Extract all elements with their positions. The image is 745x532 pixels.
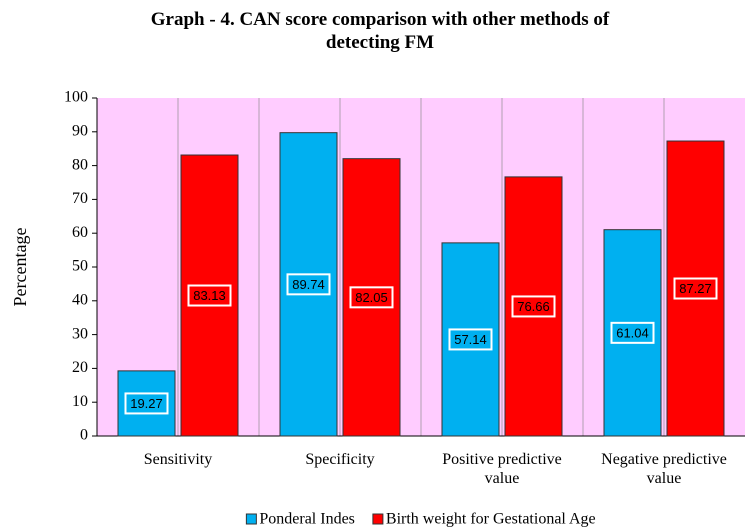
data-label: 61.04 bbox=[616, 325, 649, 340]
x-tick-label: Positive predictive value bbox=[442, 451, 562, 487]
y-tick-label: 100 bbox=[64, 89, 88, 106]
x-tick-label: Specificity bbox=[305, 451, 375, 468]
y-tick-label: 70 bbox=[72, 190, 88, 207]
y-tick-label: 10 bbox=[72, 393, 88, 410]
y-tick-label: 20 bbox=[72, 359, 88, 376]
data-label: 19.27 bbox=[130, 396, 163, 411]
y-tick-label: 80 bbox=[72, 156, 88, 173]
x-tick-label: Sensitivity bbox=[143, 451, 213, 468]
data-label: 57.14 bbox=[454, 332, 487, 347]
legend-swatch bbox=[245, 513, 257, 525]
legend-label: Birth weight for Gestational Age bbox=[386, 511, 596, 528]
y-tick-label: 90 bbox=[72, 122, 88, 139]
data-label-box bbox=[349, 286, 394, 309]
data-label: 83.13 bbox=[193, 288, 226, 303]
legend: Ponderal Indes Birth weight for Gestation… bbox=[245, 511, 596, 528]
data-label: 76.66 bbox=[517, 299, 550, 314]
chart-title: Graph - 4. CAN score comparison with oth… bbox=[150, 9, 610, 53]
x-tick-label: Negative predictive value bbox=[601, 451, 727, 487]
legend-label: Ponderal Indes bbox=[259, 511, 355, 528]
data-label: 87.27 bbox=[679, 281, 712, 296]
data-label-box bbox=[448, 328, 493, 351]
y-axis-label: Percentage bbox=[10, 228, 30, 307]
y-tick-label: 50 bbox=[72, 258, 88, 275]
data-label: 82.05 bbox=[355, 290, 388, 305]
y-tick-label: 40 bbox=[72, 291, 88, 308]
y-tick-label: 60 bbox=[72, 224, 88, 241]
data-label-box bbox=[673, 277, 718, 300]
y-tick-label: 30 bbox=[72, 325, 88, 342]
data-label-box bbox=[124, 392, 169, 415]
data-label-box bbox=[286, 273, 331, 296]
data-label-box bbox=[187, 284, 232, 307]
data-label-box bbox=[511, 295, 556, 318]
data-label: 89.74 bbox=[292, 277, 325, 292]
data-label-box bbox=[610, 321, 655, 344]
y-tick-label: 0 bbox=[80, 427, 88, 444]
legend-swatch bbox=[372, 513, 384, 525]
